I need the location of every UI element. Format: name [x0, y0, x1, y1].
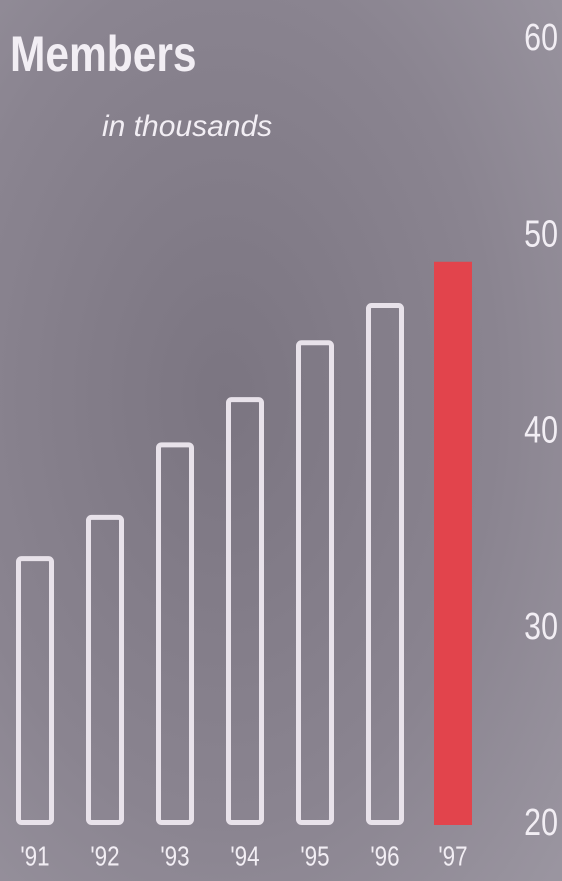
bar	[366, 302, 404, 826]
y-tick-label: 40	[524, 409, 558, 451]
y-tick-label: 20	[524, 802, 558, 844]
bar	[86, 514, 124, 825]
x-tick-label: '93	[160, 841, 189, 872]
y-tick-label: 60	[524, 17, 558, 59]
bar	[156, 442, 194, 825]
x-tick-label: '94	[230, 841, 259, 872]
bar	[296, 340, 334, 825]
bar	[434, 261, 472, 825]
y-tick-label: 30	[524, 606, 558, 648]
chart-subtitle: in thousands	[102, 110, 272, 143]
x-tick-label: '97	[438, 841, 467, 872]
bar	[16, 556, 54, 825]
y-tick-label: 50	[524, 213, 558, 255]
chart-title: Members	[10, 26, 197, 82]
x-tick-label: '95	[300, 841, 329, 872]
x-tick-label: '91	[20, 841, 49, 872]
bar	[226, 397, 264, 825]
x-tick-label: '96	[370, 841, 399, 872]
x-tick-label: '92	[90, 841, 119, 872]
